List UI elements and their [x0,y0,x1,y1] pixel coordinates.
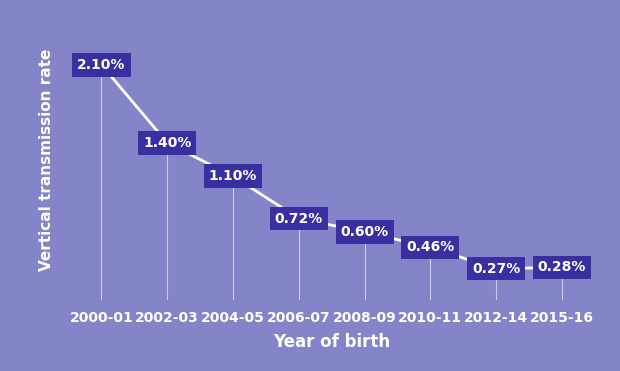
Text: 0.60%: 0.60% [340,225,389,239]
Text: 1.40%: 1.40% [143,136,192,150]
Text: 0.72%: 0.72% [275,211,323,226]
Text: 0.46%: 0.46% [406,240,454,255]
Y-axis label: Vertical transmission rate: Vertical transmission rate [38,48,54,271]
Text: 0.28%: 0.28% [538,260,586,275]
Text: 1.10%: 1.10% [209,169,257,183]
X-axis label: Year of birth: Year of birth [273,334,390,351]
Text: 2.10%: 2.10% [78,58,126,72]
Text: 0.27%: 0.27% [472,262,520,276]
